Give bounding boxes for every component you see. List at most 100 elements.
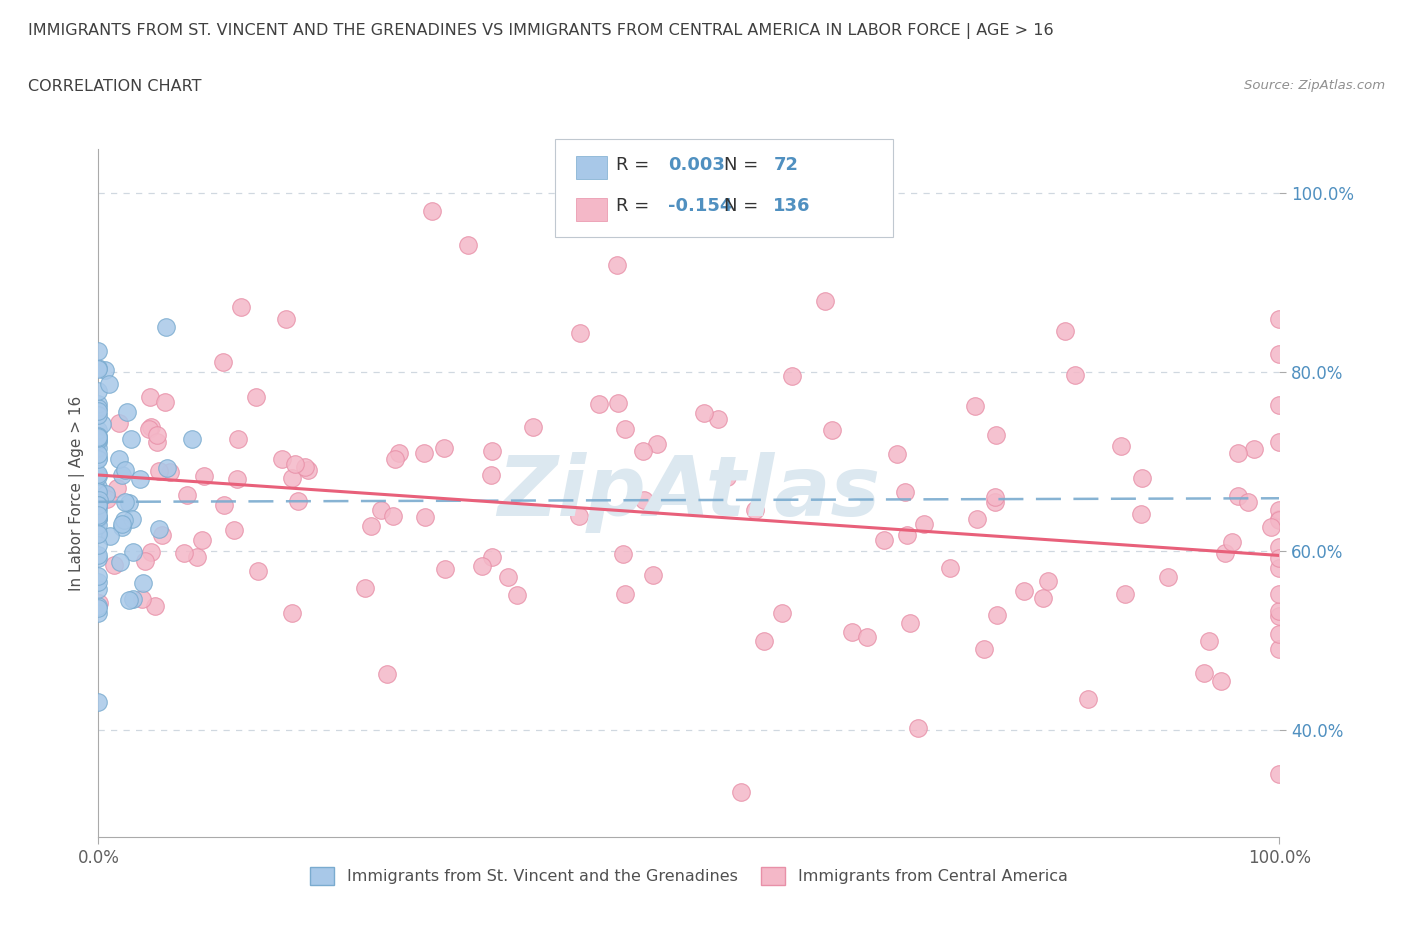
- Point: [181, 432, 204, 446]
- Point: [1268, 551, 1291, 565]
- Point: [87, 401, 110, 416]
- Text: N =: N =: [724, 197, 758, 216]
- Point: [87, 525, 110, 539]
- Point: [607, 395, 630, 410]
- Point: [820, 422, 842, 437]
- Point: [986, 607, 1008, 622]
- Point: [87, 568, 110, 583]
- Point: [841, 624, 863, 639]
- Point: [479, 468, 502, 483]
- Point: [606, 258, 628, 272]
- Point: [294, 459, 316, 474]
- Point: [1268, 434, 1291, 449]
- Point: [87, 694, 110, 709]
- Point: [87, 493, 110, 508]
- Point: [1268, 312, 1291, 326]
- Point: [1213, 545, 1236, 560]
- Point: [87, 575, 110, 590]
- Point: [121, 512, 143, 526]
- Text: -0.154: -0.154: [668, 197, 733, 216]
- Point: [1268, 560, 1291, 575]
- Point: [87, 430, 110, 445]
- Point: [1012, 583, 1035, 598]
- Point: [87, 508, 110, 523]
- Point: [193, 469, 215, 484]
- Point: [87, 511, 110, 525]
- Point: [115, 405, 138, 419]
- Point: [1268, 512, 1291, 527]
- Point: [186, 549, 208, 564]
- Point: [150, 528, 173, 543]
- Point: [173, 546, 195, 561]
- Point: [457, 237, 479, 252]
- Point: [271, 451, 294, 466]
- Point: [148, 463, 170, 478]
- Point: [1268, 608, 1291, 623]
- Point: [938, 561, 960, 576]
- Point: [274, 312, 297, 326]
- Point: [222, 523, 245, 538]
- Point: [98, 376, 121, 391]
- Point: [912, 516, 935, 531]
- Point: [146, 435, 169, 450]
- Point: [87, 466, 110, 481]
- Point: [1236, 495, 1258, 510]
- Point: [752, 633, 775, 648]
- Point: [1260, 520, 1282, 535]
- Point: [896, 527, 918, 542]
- Point: [87, 432, 110, 447]
- Point: [87, 441, 110, 456]
- Point: [131, 591, 153, 606]
- Point: [984, 489, 1007, 504]
- Point: [1114, 587, 1136, 602]
- Point: [87, 469, 110, 484]
- Point: [973, 642, 995, 657]
- Point: [228, 432, 250, 446]
- Point: [103, 557, 125, 572]
- Point: [506, 588, 529, 603]
- Point: [1268, 586, 1291, 601]
- Point: [131, 576, 153, 591]
- Point: [284, 457, 307, 472]
- Point: [87, 343, 110, 358]
- Point: [89, 595, 111, 610]
- Point: [229, 299, 252, 314]
- Point: [87, 485, 110, 499]
- Text: IMMIGRANTS FROM ST. VINCENT AND THE GRENADINES VS IMMIGRANTS FROM CENTRAL AMERIC: IMMIGRANTS FROM ST. VINCENT AND THE GREN…: [28, 23, 1053, 39]
- Point: [281, 471, 304, 485]
- Point: [388, 445, 411, 460]
- Legend: Immigrants from St. Vincent and the Grenadines, Immigrants from Central America: Immigrants from St. Vincent and the Gren…: [304, 861, 1074, 891]
- Point: [226, 472, 249, 486]
- Point: [382, 508, 405, 523]
- Text: N =: N =: [724, 155, 758, 174]
- Point: [281, 605, 304, 620]
- Point: [87, 396, 110, 411]
- Point: [87, 605, 110, 620]
- Point: [1220, 535, 1243, 550]
- Text: CORRELATION CHART: CORRELATION CHART: [28, 79, 201, 94]
- Point: [87, 407, 110, 422]
- Point: [87, 383, 110, 398]
- Point: [143, 599, 166, 614]
- Point: [588, 397, 610, 412]
- Point: [87, 547, 110, 562]
- Point: [176, 487, 198, 502]
- Point: [105, 481, 128, 496]
- Point: [94, 486, 117, 501]
- Point: [297, 463, 319, 478]
- Point: [631, 444, 654, 458]
- Point: [112, 512, 135, 527]
- Point: [87, 551, 110, 565]
- Point: [730, 785, 752, 800]
- Point: [110, 468, 132, 483]
- Point: [108, 416, 131, 431]
- Point: [692, 405, 714, 420]
- Point: [108, 554, 131, 569]
- Point: [1054, 323, 1077, 338]
- Text: R =: R =: [616, 155, 650, 174]
- Point: [118, 496, 141, 511]
- Point: [375, 667, 398, 682]
- Point: [1268, 502, 1291, 517]
- Point: [1194, 666, 1216, 681]
- Point: [370, 502, 392, 517]
